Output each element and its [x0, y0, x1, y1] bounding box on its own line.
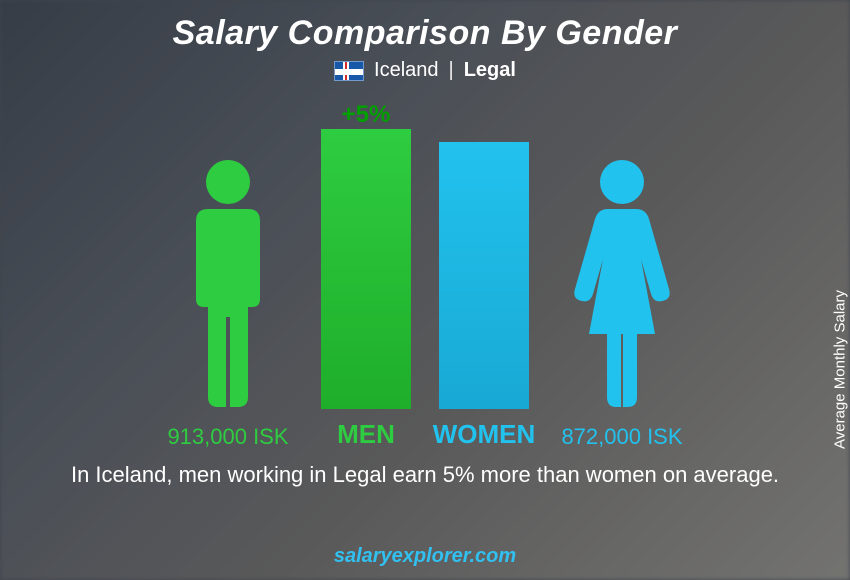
- subtitle-row: Iceland | Legal: [0, 59, 850, 82]
- footer-source: salaryexplorer.com: [0, 545, 850, 568]
- sector-label: Legal: [464, 59, 516, 82]
- women-bar: [439, 142, 529, 409]
- men-bar-label: MEN: [337, 419, 395, 450]
- delta-label: +5%: [342, 101, 391, 129]
- women-bar-column: WOMEN: [434, 142, 534, 450]
- male-figure-icon: [168, 154, 288, 414]
- men-bar: [321, 129, 411, 409]
- women-bar-label: WOMEN: [433, 419, 536, 450]
- infographic-content: Salary Comparison By Gender Iceland | Le…: [0, 0, 850, 580]
- side-axis-label: Average Monthly Salary: [832, 290, 849, 449]
- women-figure-column: 872,000 ISK: [552, 154, 692, 450]
- page-title: Salary Comparison By Gender: [0, 0, 850, 53]
- female-figure-icon: [562, 154, 682, 414]
- men-bar-column: +5% MEN: [316, 129, 416, 450]
- men-salary-value: 913,000 ISK: [167, 424, 288, 450]
- women-salary-value: 872,000 ISK: [561, 424, 682, 450]
- chart-area: 913,000 ISK +5% MEN WOMEN 872,000 ISK: [0, 120, 850, 450]
- men-figure-column: 913,000 ISK: [158, 154, 298, 450]
- summary-text: In Iceland, men working in Legal earn 5%…: [60, 460, 790, 490]
- country-label: Iceland: [374, 59, 439, 82]
- iceland-flag-icon: [334, 61, 364, 81]
- separator-pipe: |: [449, 59, 454, 82]
